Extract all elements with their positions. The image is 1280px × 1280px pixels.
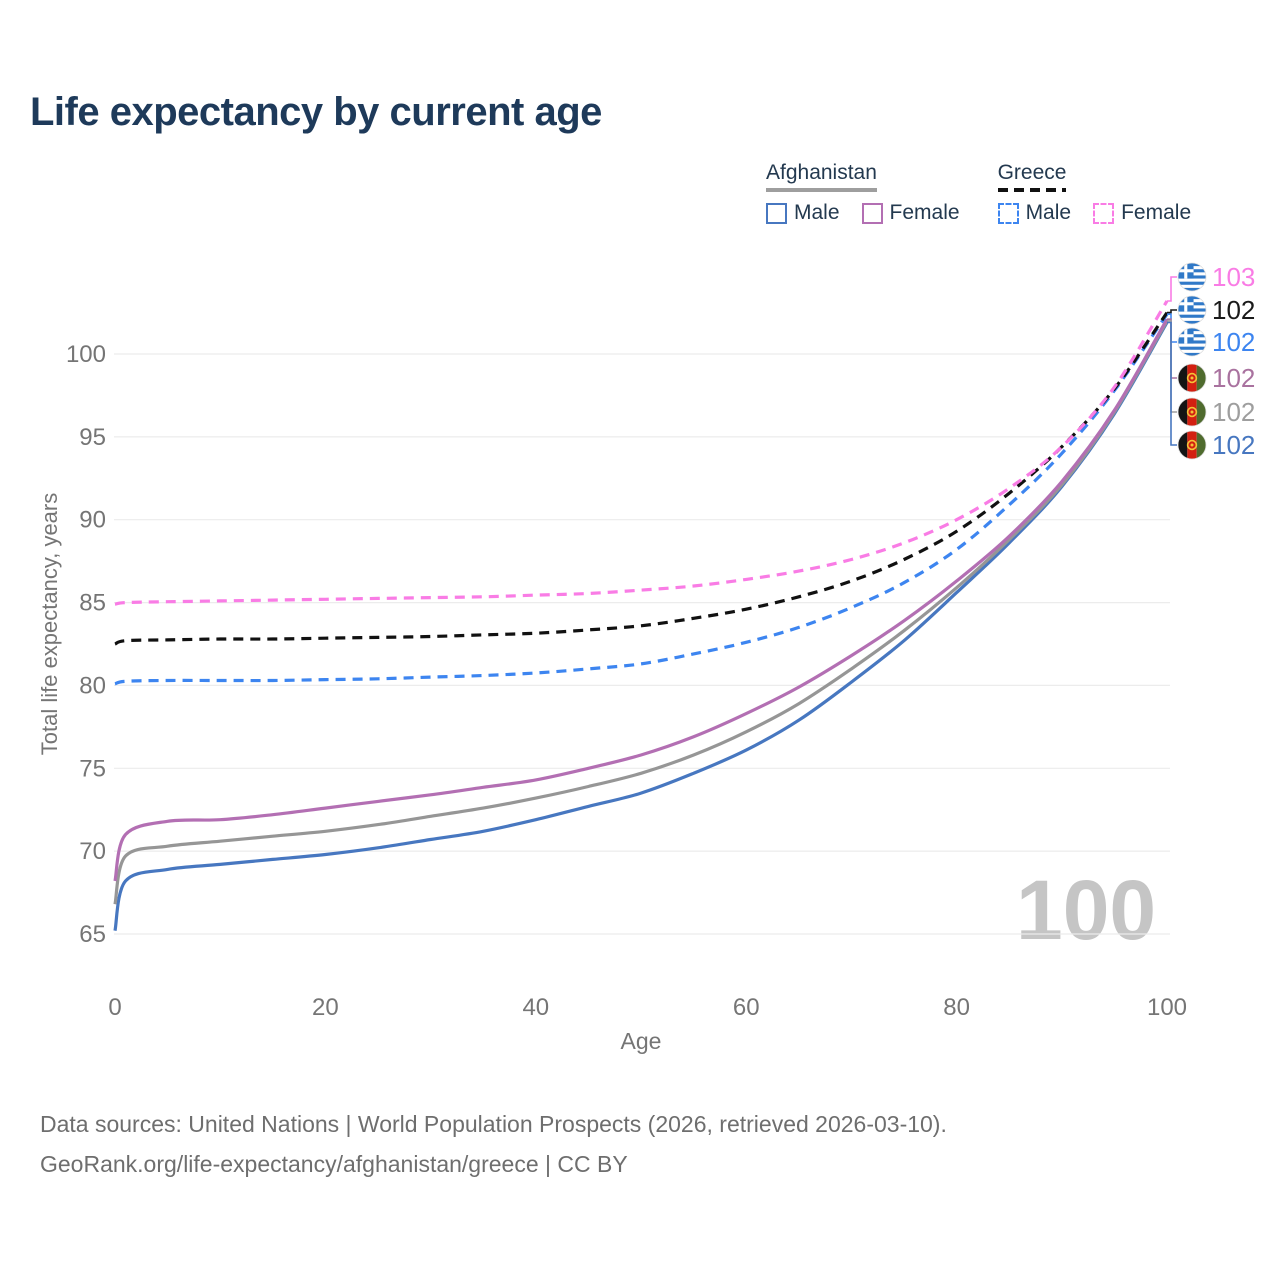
series-line-greece-total[interactable] [114,311,1169,646]
legend-item-afghanistan-female[interactable]: Female [861,201,960,225]
afghanistan-flag-icon [1178,398,1206,426]
greece-female-swatch-icon [1093,202,1115,224]
leader-line [1167,320,1177,413]
legend-label: Male [1025,201,1072,224]
afghanistan-flag-icon [1178,364,1206,392]
footer: Data sources: United Nations | World Pop… [40,1104,947,1184]
afghanistan-male-swatch-icon [766,202,787,224]
end-label-value: 102 [1212,363,1255,393]
y-tick-label: 70 [79,838,106,865]
age-watermark: 100 [1016,863,1157,957]
greece-flag-icon [1178,296,1206,324]
end-label-value: 103 [1212,262,1255,292]
series-line-greece-female[interactable] [114,300,1169,606]
legend-group-greece: Greece Male Female [997,161,1191,225]
x-tick-label: 80 [943,994,970,1021]
end-label-value: 102 [1212,327,1255,357]
end-label-value: 102 [1212,295,1255,325]
legend-item-greece-female[interactable]: Female [1093,201,1191,225]
x-tick-label: 60 [733,994,760,1021]
leader-line [1167,276,1177,302]
legend-item-greece-male[interactable]: Male [997,201,1072,225]
afghanistan-underline [766,188,877,192]
afghanistan-flag-icon [1178,431,1206,459]
data-sources-line: Data sources: United Nations | World Pop… [40,1111,947,1137]
greece-male-swatch-icon [997,202,1019,224]
greece-flag-icon [1178,263,1206,291]
end-label-value: 102 [1212,430,1255,460]
legend-group-afghanistan: Afghanistan Male Female [766,161,960,225]
leader-line [1167,321,1177,446]
leader-line [1167,313,1177,343]
series-line-afghanistan-female[interactable] [113,318,1169,882]
y-tick-label: 65 [79,921,106,948]
greece-flag-icon [1178,328,1206,356]
leader-line [1167,309,1177,314]
series-line-greece-male[interactable] [114,313,1169,686]
page-title: Life expectancy by current age [30,90,602,134]
y-tick-label: 95 [79,424,106,451]
x-axis-title: Age [620,1028,662,1054]
legend-title-afghanistan[interactable]: Afghanistan [766,161,877,184]
series-line-afghanistan-total[interactable] [113,320,1169,905]
legend: Afghanistan Male Female Greece [766,161,1191,225]
x-tick-label: 0 [108,994,121,1021]
attribution-link[interactable]: GeoRank.org/life-expectancy/afghanistan/… [40,1151,628,1177]
greece-underline [997,188,1067,192]
series-line-afghanistan-male[interactable] [113,321,1169,932]
y-tick-label: 85 [79,590,106,617]
end-label-value: 102 [1212,397,1255,427]
y-tick-label: 80 [79,672,106,699]
y-axis-title: Total life expectancy, years [37,492,62,756]
y-tick-label: 100 [66,341,106,368]
legend-label: Female [889,201,960,224]
x-tick-label: 20 [312,994,339,1021]
legend-label: Female [1121,201,1192,224]
legend-label: Male [794,201,840,224]
y-tick-label: 75 [79,755,106,782]
leader-line [1167,318,1177,379]
afghanistan-female-swatch-icon [861,202,883,224]
legend-title-greece[interactable]: Greece [997,161,1067,184]
x-tick-label: 40 [522,994,549,1021]
legend-item-afghanistan-male[interactable]: Male [766,201,840,225]
y-tick-label: 90 [79,507,106,534]
x-tick-label: 100 [1147,994,1187,1021]
